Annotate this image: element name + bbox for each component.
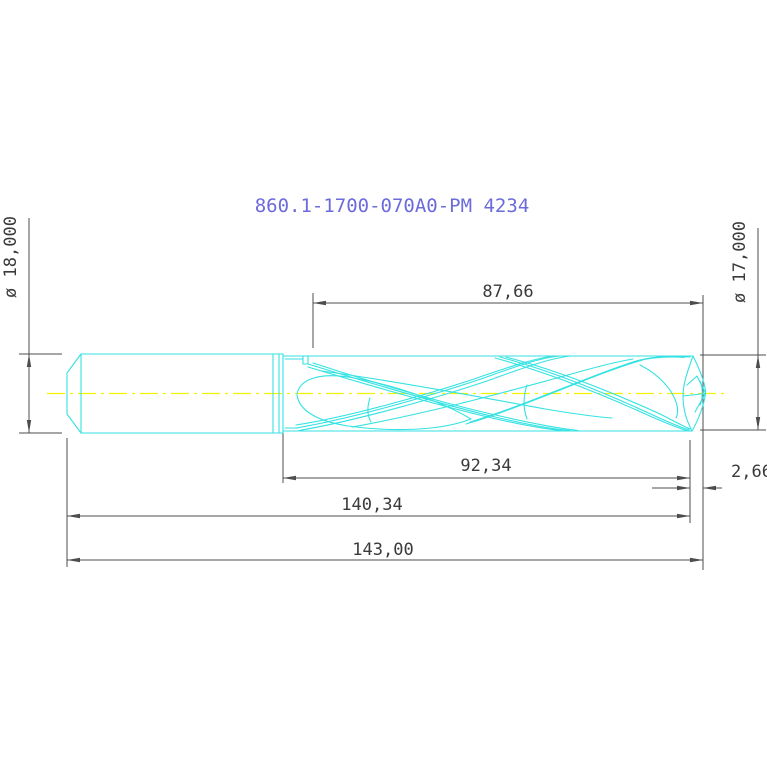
body-outline [282,355,694,432]
label-shank-diameter: ø 18,000 [1,216,21,298]
label-groove-length: 92,34 [460,456,511,476]
arrow-up-shank-dia [26,354,32,367]
dimension-texts: ø 18,000 ø 17,000 87,66 92,34 2,66 140,3… [1,216,767,560]
arrow-down-cut-dia [755,417,761,430]
arrow-left-flute [313,300,326,306]
flute-edge [295,355,554,426]
flute-edge [505,356,691,430]
flute-valley-divider [523,384,528,420]
flute-inner-curve [351,358,634,428]
tip-point-arc [699,380,703,406]
title-group: 860.1-1700-070A0-PM 4234 [255,195,530,217]
arrow-left-body [67,513,80,519]
arrow-left-overall [67,557,80,563]
flute-edge [295,355,561,429]
arrow-right-flute [690,300,703,306]
flute-inner-curve [639,364,679,419]
flute-valley-divider [367,397,372,423]
flute-edge [312,362,579,432]
flute-edge [499,356,690,431]
shank-outline [66,353,284,434]
label-flute-length: 87,66 [482,282,533,302]
label-body-length: 140,34 [341,495,402,515]
flute-edge [307,366,565,432]
drawing-title: 860.1-1700-070A0-PM 4234 [255,195,530,217]
label-overall-length: 143,00 [352,540,413,560]
arrow-left-groove [283,475,296,481]
flute-edge [475,355,691,422]
arrow-right-point [677,485,690,491]
arrow-left-point [703,485,716,491]
dimension-lines [19,218,766,570]
label-point-length: 2,66 [731,462,767,482]
top-notch [302,355,309,365]
flute-edge [298,355,571,432]
flute-inner-curve [321,370,613,419]
tip-cone-bottom [691,393,707,432]
arrow-right-body [677,513,690,519]
dimension-arrows [26,300,761,563]
label-cutting-diameter: ø 17,000 [730,221,750,303]
arrow-right-groove [677,475,690,481]
collar-steps [272,353,284,434]
flute-edge [494,357,689,432]
drill-geometry [66,353,707,434]
arrow-right-overall [690,557,703,563]
arrow-up-cut-dia [755,355,761,368]
arrow-down-shank-dia [26,420,32,433]
